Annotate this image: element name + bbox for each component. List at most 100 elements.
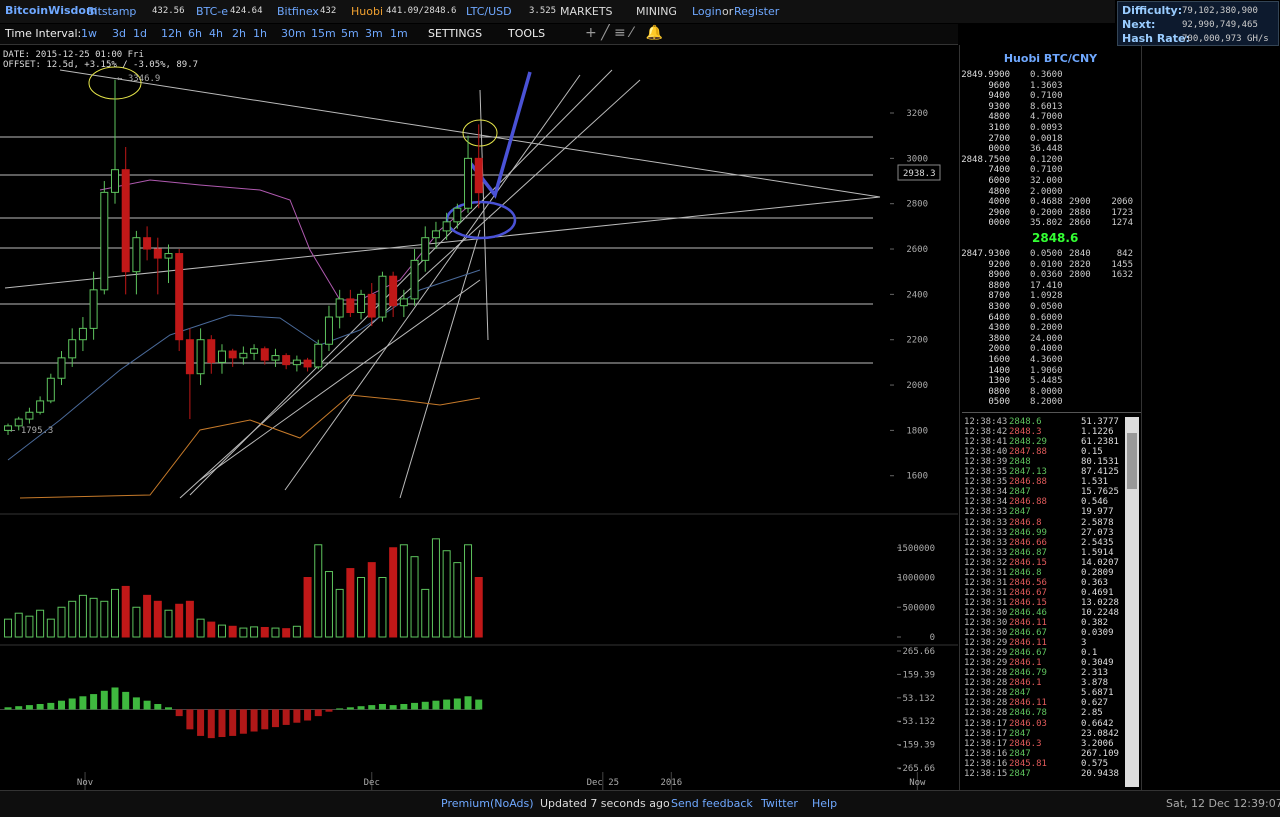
book-price: 2849.9900 (961, 70, 1010, 80)
brand[interactable]: BitcoinWisdom (5, 4, 98, 17)
book-amount: 0.0500 (1030, 249, 1063, 259)
mining-menu[interactable]: MINING (636, 5, 677, 18)
y-tick-label: -159.39 (897, 741, 935, 751)
candle-body (57, 357, 66, 379)
volume-bar (111, 588, 120, 638)
trade-amount: 87.4125 (1081, 467, 1119, 478)
interval[interactable]: 1w (81, 27, 97, 40)
interval[interactable]: 1d (133, 27, 147, 40)
interval[interactable]: 1m (390, 27, 408, 40)
market-name[interactable]: Bitstamp (87, 5, 137, 18)
macd-bar (36, 703, 44, 710)
trade-price: 2847 (1009, 728, 1031, 739)
depth-total: 2060 (1111, 197, 1133, 207)
volume-bar (196, 618, 205, 638)
macd-bar (79, 696, 87, 710)
premium-link[interactable]: Premium(NoAds) (441, 797, 534, 810)
trade-amount: 0.1 (1081, 648, 1098, 659)
interval[interactable]: 15m (311, 27, 336, 40)
y-tick-label: 1600 (906, 472, 928, 482)
macd-bar (250, 709, 258, 732)
macd-bar (218, 709, 226, 738)
candle-body (346, 298, 355, 314)
y-tick-label: 0 (930, 633, 935, 643)
trade-price: 2846.78 (1009, 708, 1047, 719)
candle-body (399, 298, 408, 307)
trade-price: 2846.67 (1009, 587, 1047, 598)
interval[interactable]: 12h (161, 27, 182, 40)
volume-bar (346, 568, 355, 638)
book-title: Huobi BTC/CNY (1003, 52, 1098, 65)
market-price: 441.09/2848.6 (386, 6, 457, 16)
book-price: 8800 (988, 280, 1010, 291)
tools-menu[interactable]: TOOLS (508, 27, 546, 40)
scrollbar[interactable] (1125, 417, 1139, 787)
interval[interactable]: 30m (281, 27, 306, 40)
candle-body (378, 275, 387, 318)
candle-body (250, 348, 259, 354)
macd-bar (336, 708, 344, 710)
interval[interactable]: 4h (209, 27, 223, 40)
market-name[interactable]: Bitfinex (277, 5, 319, 18)
macd-bar (293, 709, 301, 723)
trade-price: 2846.87 (1009, 547, 1047, 558)
macd-bar (304, 709, 312, 721)
candle-body (217, 350, 226, 363)
hashrate: 700,000,973 GH/s (1182, 34, 1269, 44)
volume-bar (46, 618, 55, 638)
volume-bar (464, 544, 473, 638)
macd-bar (90, 694, 98, 710)
login[interactable]: Login (692, 5, 722, 18)
settings-menu[interactable]: SETTINGS (428, 27, 483, 40)
interval[interactable]: 3m (365, 27, 383, 40)
candle-body (389, 275, 398, 307)
depth-total: 842 (1116, 249, 1133, 259)
market-name[interactable]: LTC/USD (466, 5, 512, 18)
interval[interactable]: 2h (232, 27, 246, 40)
footer: Premium(NoAds) Updated 7 seconds ago Sen… (0, 790, 1280, 817)
macd-bar (111, 687, 119, 710)
toolbar: Time Interval: 1w 3d 1d 12h 6h 4h 2h 1h 30m 15m 5m… (0, 24, 958, 45)
next: 92,990,749,465 (1182, 20, 1258, 30)
y-tick-label: 265.66 (902, 647, 935, 657)
candle-body (442, 221, 451, 232)
interval[interactable]: 6h (188, 27, 202, 40)
trade-amount: 2.313 (1081, 668, 1109, 679)
interval[interactable]: 5m (341, 27, 359, 40)
volume-bar (207, 621, 216, 638)
candle-body (282, 355, 291, 366)
feedback-link[interactable]: Send feedback (671, 797, 753, 810)
trade-amount: 0.382 (1081, 618, 1109, 628)
draw-icons[interactable]: + ╱ ≡ ⁄ 🔔 (585, 25, 664, 41)
twitter-link[interactable]: Twitter (761, 797, 798, 810)
trade-amount: 0.0309 (1081, 628, 1114, 639)
trade-time: 12:38:17 (964, 738, 1008, 749)
market-name[interactable]: BTC-e (196, 5, 229, 18)
trade-amount: 3.878 (1081, 678, 1109, 689)
trade-time: 12:38:31 (964, 567, 1008, 578)
markets-menu[interactable]: MARKETS (560, 5, 613, 18)
book-amount: 1.3603 (1030, 80, 1063, 91)
help-link[interactable]: Help (812, 797, 838, 810)
candle-body (292, 359, 301, 366)
trade-time: 12:38:29 (964, 648, 1008, 659)
book-amount: 8.2000 (1030, 397, 1063, 408)
register[interactable]: Register (734, 5, 780, 18)
difficulty: 79,102,380,900 (1182, 6, 1258, 16)
interval[interactable]: 3d (112, 27, 126, 40)
macd-bar (421, 701, 429, 710)
book-amount: 0.6000 (1030, 312, 1063, 323)
candle-body (121, 169, 130, 273)
candle-body (367, 293, 376, 318)
trade-amount: 27.073 (1081, 527, 1114, 538)
trade-amount: 5.6871 (1081, 688, 1114, 699)
y-tick-label: 1000000 (897, 574, 935, 584)
interval[interactable]: 1h (253, 27, 267, 40)
trade-time: 12:38:15 (964, 768, 1008, 779)
volume-bar (164, 609, 173, 638)
market-name[interactable]: Huobi (351, 5, 384, 18)
volume-bar (57, 606, 66, 638)
macd-bar (25, 705, 33, 710)
volume-bar (14, 612, 23, 638)
trade-price: 2847 (1009, 688, 1031, 699)
